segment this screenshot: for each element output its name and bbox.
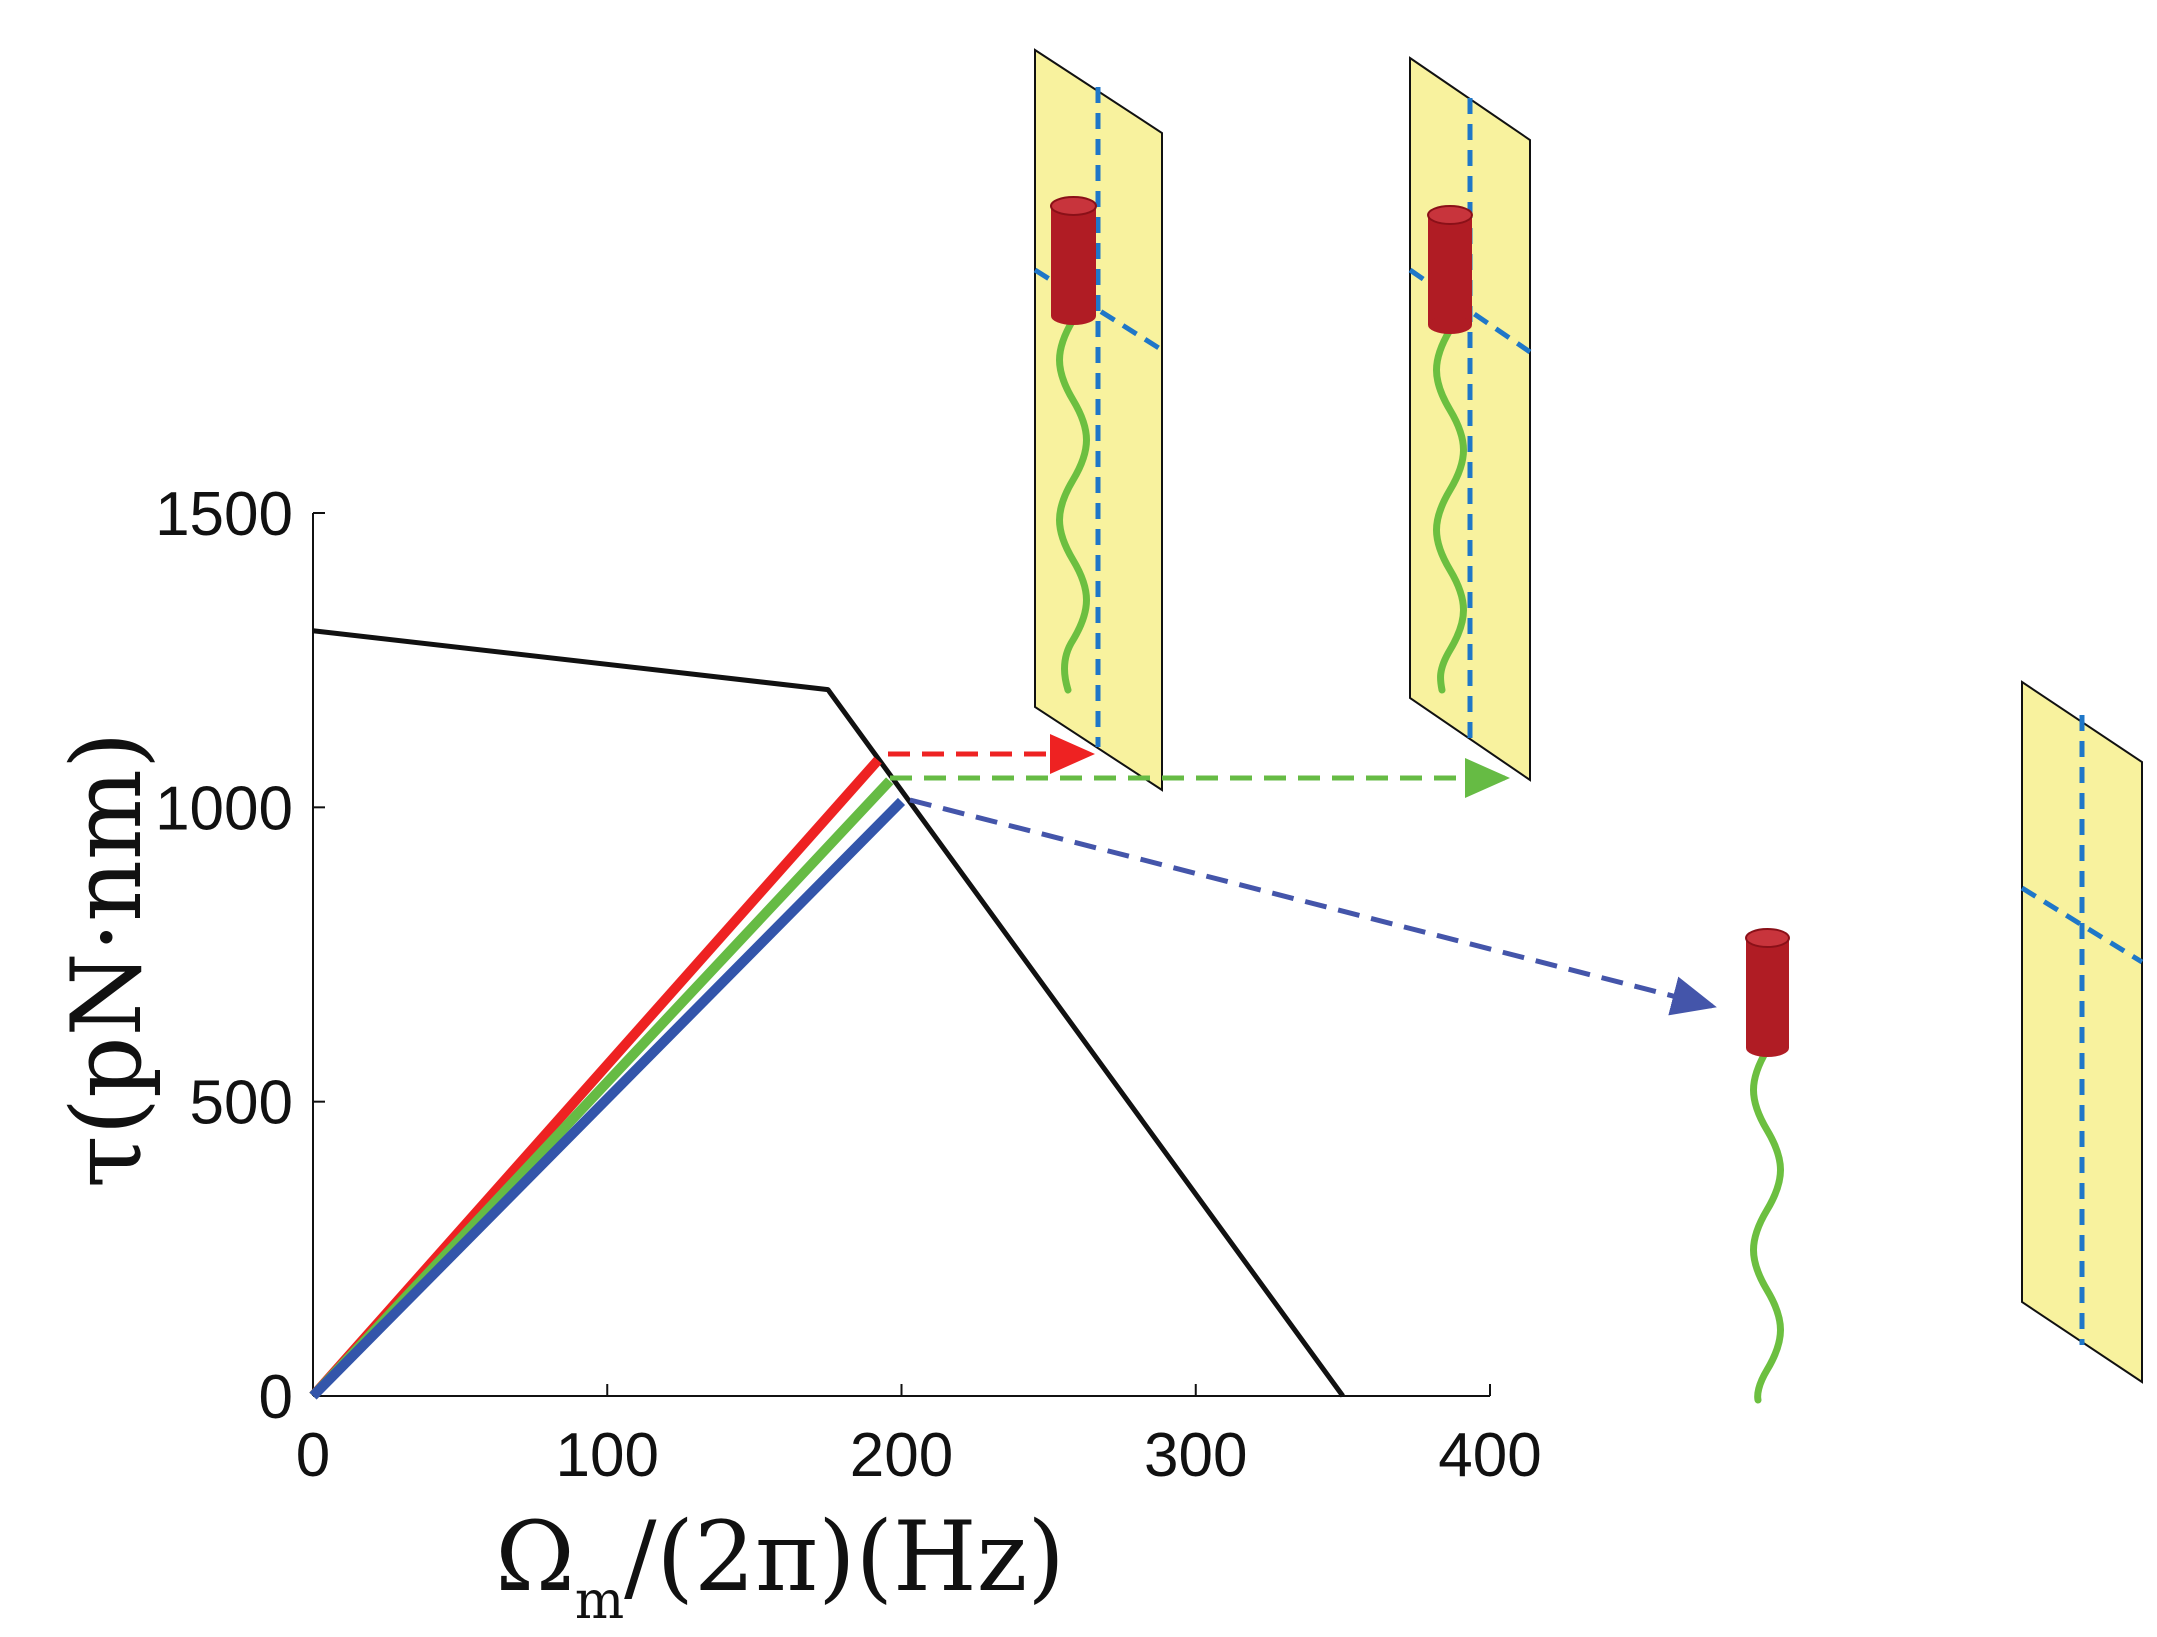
cell-body xyxy=(1745,928,1790,1057)
cell-body xyxy=(1050,196,1097,325)
series-line-black xyxy=(312,628,1345,1398)
blue-dashed-arrow xyxy=(909,797,1717,1016)
arrows xyxy=(888,734,1717,1016)
y-tick-label: 1000 xyxy=(155,774,293,843)
series-line-blue xyxy=(309,797,906,1400)
surface-axis-diagonal xyxy=(2020,885,2144,965)
x-axis-label: Ωm/(2π)(Hz) xyxy=(495,1501,1065,1631)
x-axis-label-symbol: Ω xyxy=(495,1501,575,1613)
inset-attached-cell-right xyxy=(1408,56,1532,782)
y-axis-label: τ(pN·nm) xyxy=(51,732,163,1189)
series-layer xyxy=(309,628,1345,1400)
inset-attached-cell-left xyxy=(1033,48,1164,792)
x-axis-label-subscript: m xyxy=(575,1571,624,1631)
axes: 0 100 200 300 400 0 500 1000 1500 xyxy=(155,480,1542,1490)
inset-detached-cell xyxy=(1745,680,2144,1404)
x-tick-label: 300 xyxy=(1144,1421,1247,1490)
x-tick-label: 400 xyxy=(1438,1421,1541,1490)
surface-plane xyxy=(1034,48,1163,792)
cell-body xyxy=(1427,205,1473,334)
flagellum xyxy=(1433,326,1467,694)
x-tick-label: 100 xyxy=(556,1421,659,1490)
y-tick-label: 1500 xyxy=(155,480,293,549)
flagellum xyxy=(1750,1046,1784,1404)
flagellum xyxy=(1056,316,1090,694)
x-tick-label: 0 xyxy=(296,1421,330,1490)
y-tick-label: 0 xyxy=(259,1363,293,1432)
y-tick-label: 500 xyxy=(190,1069,293,1138)
x-tick-label: 200 xyxy=(850,1421,953,1490)
x-axis-label-rest: /(2π)(Hz) xyxy=(624,1501,1065,1613)
